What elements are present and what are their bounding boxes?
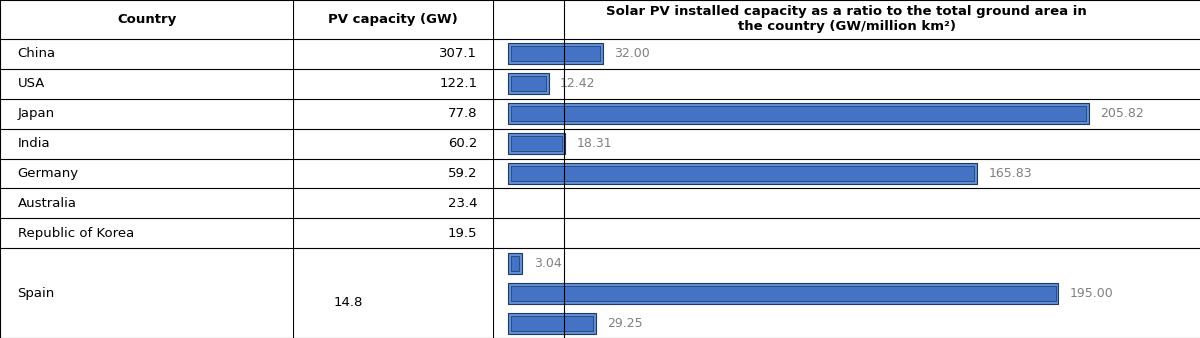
Text: Australia: Australia — [18, 197, 77, 210]
Text: 3.04: 3.04 — [534, 257, 562, 270]
Text: 205.82: 205.82 — [1100, 107, 1144, 120]
FancyBboxPatch shape — [508, 283, 1058, 304]
FancyBboxPatch shape — [508, 253, 522, 274]
FancyBboxPatch shape — [508, 313, 595, 334]
FancyBboxPatch shape — [511, 286, 1056, 300]
FancyBboxPatch shape — [511, 46, 600, 61]
FancyBboxPatch shape — [511, 136, 562, 151]
Text: India: India — [18, 137, 50, 150]
FancyBboxPatch shape — [508, 133, 565, 154]
Text: 18.31: 18.31 — [576, 137, 612, 150]
Text: Country: Country — [118, 13, 176, 26]
Text: Germany: Germany — [18, 167, 79, 180]
FancyBboxPatch shape — [511, 76, 546, 91]
Text: PV capacity (GW): PV capacity (GW) — [329, 13, 458, 26]
Text: 59.2: 59.2 — [448, 167, 478, 180]
Text: 29.25: 29.25 — [607, 317, 642, 330]
FancyBboxPatch shape — [511, 106, 1086, 121]
Text: 77.8: 77.8 — [448, 107, 478, 120]
FancyBboxPatch shape — [508, 163, 977, 184]
Text: 14.8: 14.8 — [334, 296, 362, 309]
Text: Republic of Korea: Republic of Korea — [18, 227, 134, 240]
Text: 60.2: 60.2 — [448, 137, 478, 150]
FancyBboxPatch shape — [508, 73, 548, 94]
Text: 307.1: 307.1 — [439, 47, 478, 61]
Text: 32.00: 32.00 — [614, 47, 650, 61]
Text: Solar PV installed capacity as a ratio to the total ground area in
the country (: Solar PV installed capacity as a ratio t… — [606, 5, 1087, 33]
Text: 122.1: 122.1 — [439, 77, 478, 90]
Text: Spain: Spain — [18, 287, 55, 299]
Text: USA: USA — [18, 77, 44, 90]
Text: Japan: Japan — [18, 107, 55, 120]
Text: 195.00: 195.00 — [1069, 287, 1114, 299]
Text: 23.4: 23.4 — [448, 197, 478, 210]
FancyBboxPatch shape — [511, 316, 593, 331]
FancyBboxPatch shape — [508, 103, 1088, 124]
Text: 19.5: 19.5 — [448, 227, 478, 240]
FancyBboxPatch shape — [508, 43, 604, 64]
FancyBboxPatch shape — [511, 256, 520, 271]
Text: China: China — [18, 47, 55, 61]
Text: 12.42: 12.42 — [560, 77, 595, 90]
Text: 165.83: 165.83 — [989, 167, 1032, 180]
FancyBboxPatch shape — [511, 166, 974, 181]
